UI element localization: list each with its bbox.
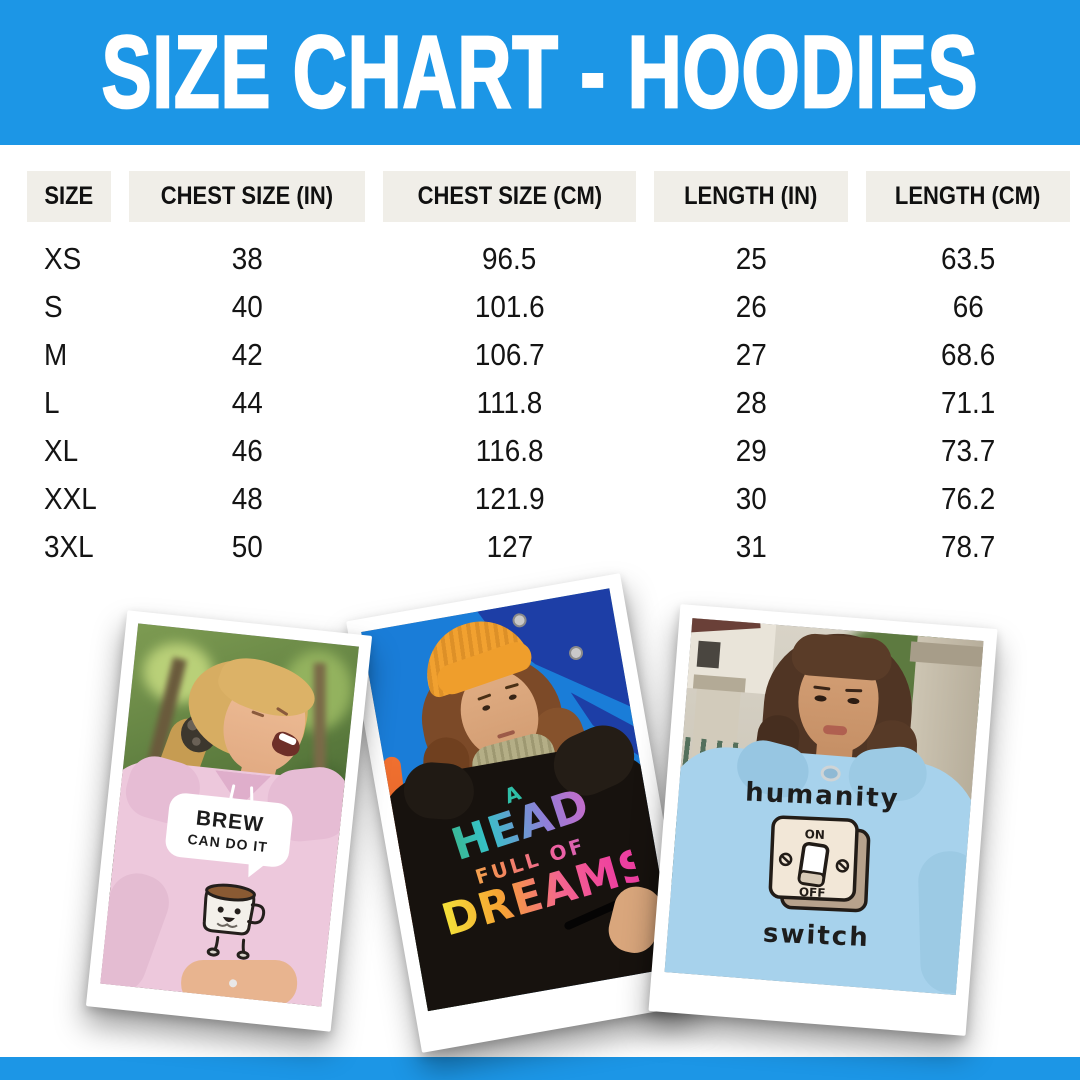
value-cell: 26 — [735, 289, 767, 324]
table-row: XXL 48 121.9 30 76.2 — [0, 475, 1080, 523]
size-table: SIZE CHEST SIZE (IN) CHEST SIZE (CM) LEN… — [0, 145, 1080, 571]
value-cell: 42 — [231, 337, 263, 372]
photo-blue-hoodie: humanity ON OFF — [648, 604, 998, 1036]
design-text-on: ON — [804, 827, 825, 842]
bottom-accent-strip — [0, 1057, 1080, 1080]
value-cell: 127 — [486, 529, 533, 564]
value-cell: 40 — [231, 289, 263, 324]
table-row: M 42 106.7 27 68.6 — [0, 331, 1080, 379]
value-cell: 116.8 — [475, 433, 544, 468]
value-cell: 46 — [231, 433, 263, 468]
value-cell: 25 — [735, 241, 767, 276]
column-header-chest-cm: CHEST SIZE (CM) — [383, 171, 636, 222]
value-cell: 44 — [231, 385, 263, 420]
column-header-size: SIZE — [27, 171, 111, 222]
hands — [181, 959, 298, 1006]
size-cell: 3XL — [44, 529, 94, 564]
value-cell: 121.9 — [474, 481, 545, 516]
value-cell: 68.6 — [940, 337, 996, 372]
hair-top — [790, 632, 894, 682]
column-header-length-cm: LENGTH (CM) — [866, 171, 1070, 222]
size-cell: XL — [44, 433, 79, 468]
photo-blue-content: humanity ON OFF — [664, 618, 984, 995]
value-cell: 78.7 — [940, 529, 996, 564]
value-cell: 48 — [231, 481, 263, 516]
photo-pink-content: BREW CAN DO IT — [100, 623, 359, 1007]
table-row: L 44 111.8 28 71.1 — [0, 379, 1080, 427]
coffee-mug-icon — [202, 883, 266, 960]
value-cell: 50 — [231, 529, 263, 564]
value-cell: 27 — [735, 337, 767, 372]
value-cell: 73.7 — [940, 433, 996, 468]
size-cell: S — [44, 289, 63, 324]
page-title: SIZE CHART - HOODIES — [101, 14, 979, 130]
photo-black-content: A HEAD FULL OF DREAMS — [361, 588, 677, 1012]
window — [696, 640, 721, 669]
value-cell: 101.6 — [474, 289, 545, 324]
design-text-off: OFF — [799, 885, 826, 900]
value-cell: 66 — [952, 289, 984, 324]
value-cell: 76.2 — [940, 481, 996, 516]
photo-pink-hoodie: BREW CAN DO IT — [85, 610, 373, 1032]
speech-bubble-graphic: BREW CAN DO IT — [164, 791, 295, 869]
lips — [822, 724, 848, 736]
value-cell: 28 — [735, 385, 767, 420]
table-body: XS 38 96.5 25 63.5 S 40 101.6 26 66 M 42 106.7 27 68.6… — [0, 235, 1080, 571]
table-row: 3XL 50 127 31 78.7 — [0, 523, 1080, 571]
value-cell: 38 — [231, 241, 263, 276]
value-cell: 63.5 — [940, 241, 996, 276]
hoodie-sleeve — [917, 850, 984, 995]
value-cell: 106.7 — [474, 337, 545, 372]
table-header-row: SIZE CHEST SIZE (IN) CHEST SIZE (CM) LEN… — [0, 171, 1080, 222]
value-cell: 30 — [735, 481, 767, 516]
light-switch-icon: ON OFF — [768, 815, 871, 913]
value-cell: 71.1 — [940, 385, 996, 420]
table-row: S 40 101.6 26 66 — [0, 283, 1080, 331]
size-cell: L — [44, 385, 60, 420]
column-header-chest-in: CHEST SIZE (IN) — [129, 171, 365, 222]
header-band: SIZE CHART - HOODIES — [0, 0, 1080, 145]
table-row: XL 46 116.8 29 73.7 — [0, 427, 1080, 475]
humanity-switch-graphic: humanity ON OFF — [711, 776, 928, 955]
value-cell: 96.5 — [482, 241, 537, 276]
tree-trunk — [313, 662, 326, 783]
table-row: XS 38 96.5 25 63.5 — [0, 235, 1080, 283]
size-cell: XXL — [44, 481, 97, 516]
value-cell: 111.8 — [476, 385, 543, 420]
value-cell: 31 — [735, 529, 767, 564]
size-cell: M — [44, 337, 68, 372]
value-cell: 29 — [735, 433, 767, 468]
photo-black-hoodie: A HEAD FULL OF DREAMS — [346, 573, 696, 1053]
eyebrow — [845, 688, 863, 693]
column-header-length-in: LENGTH (IN) — [654, 171, 848, 222]
size-cell: XS — [44, 241, 82, 276]
